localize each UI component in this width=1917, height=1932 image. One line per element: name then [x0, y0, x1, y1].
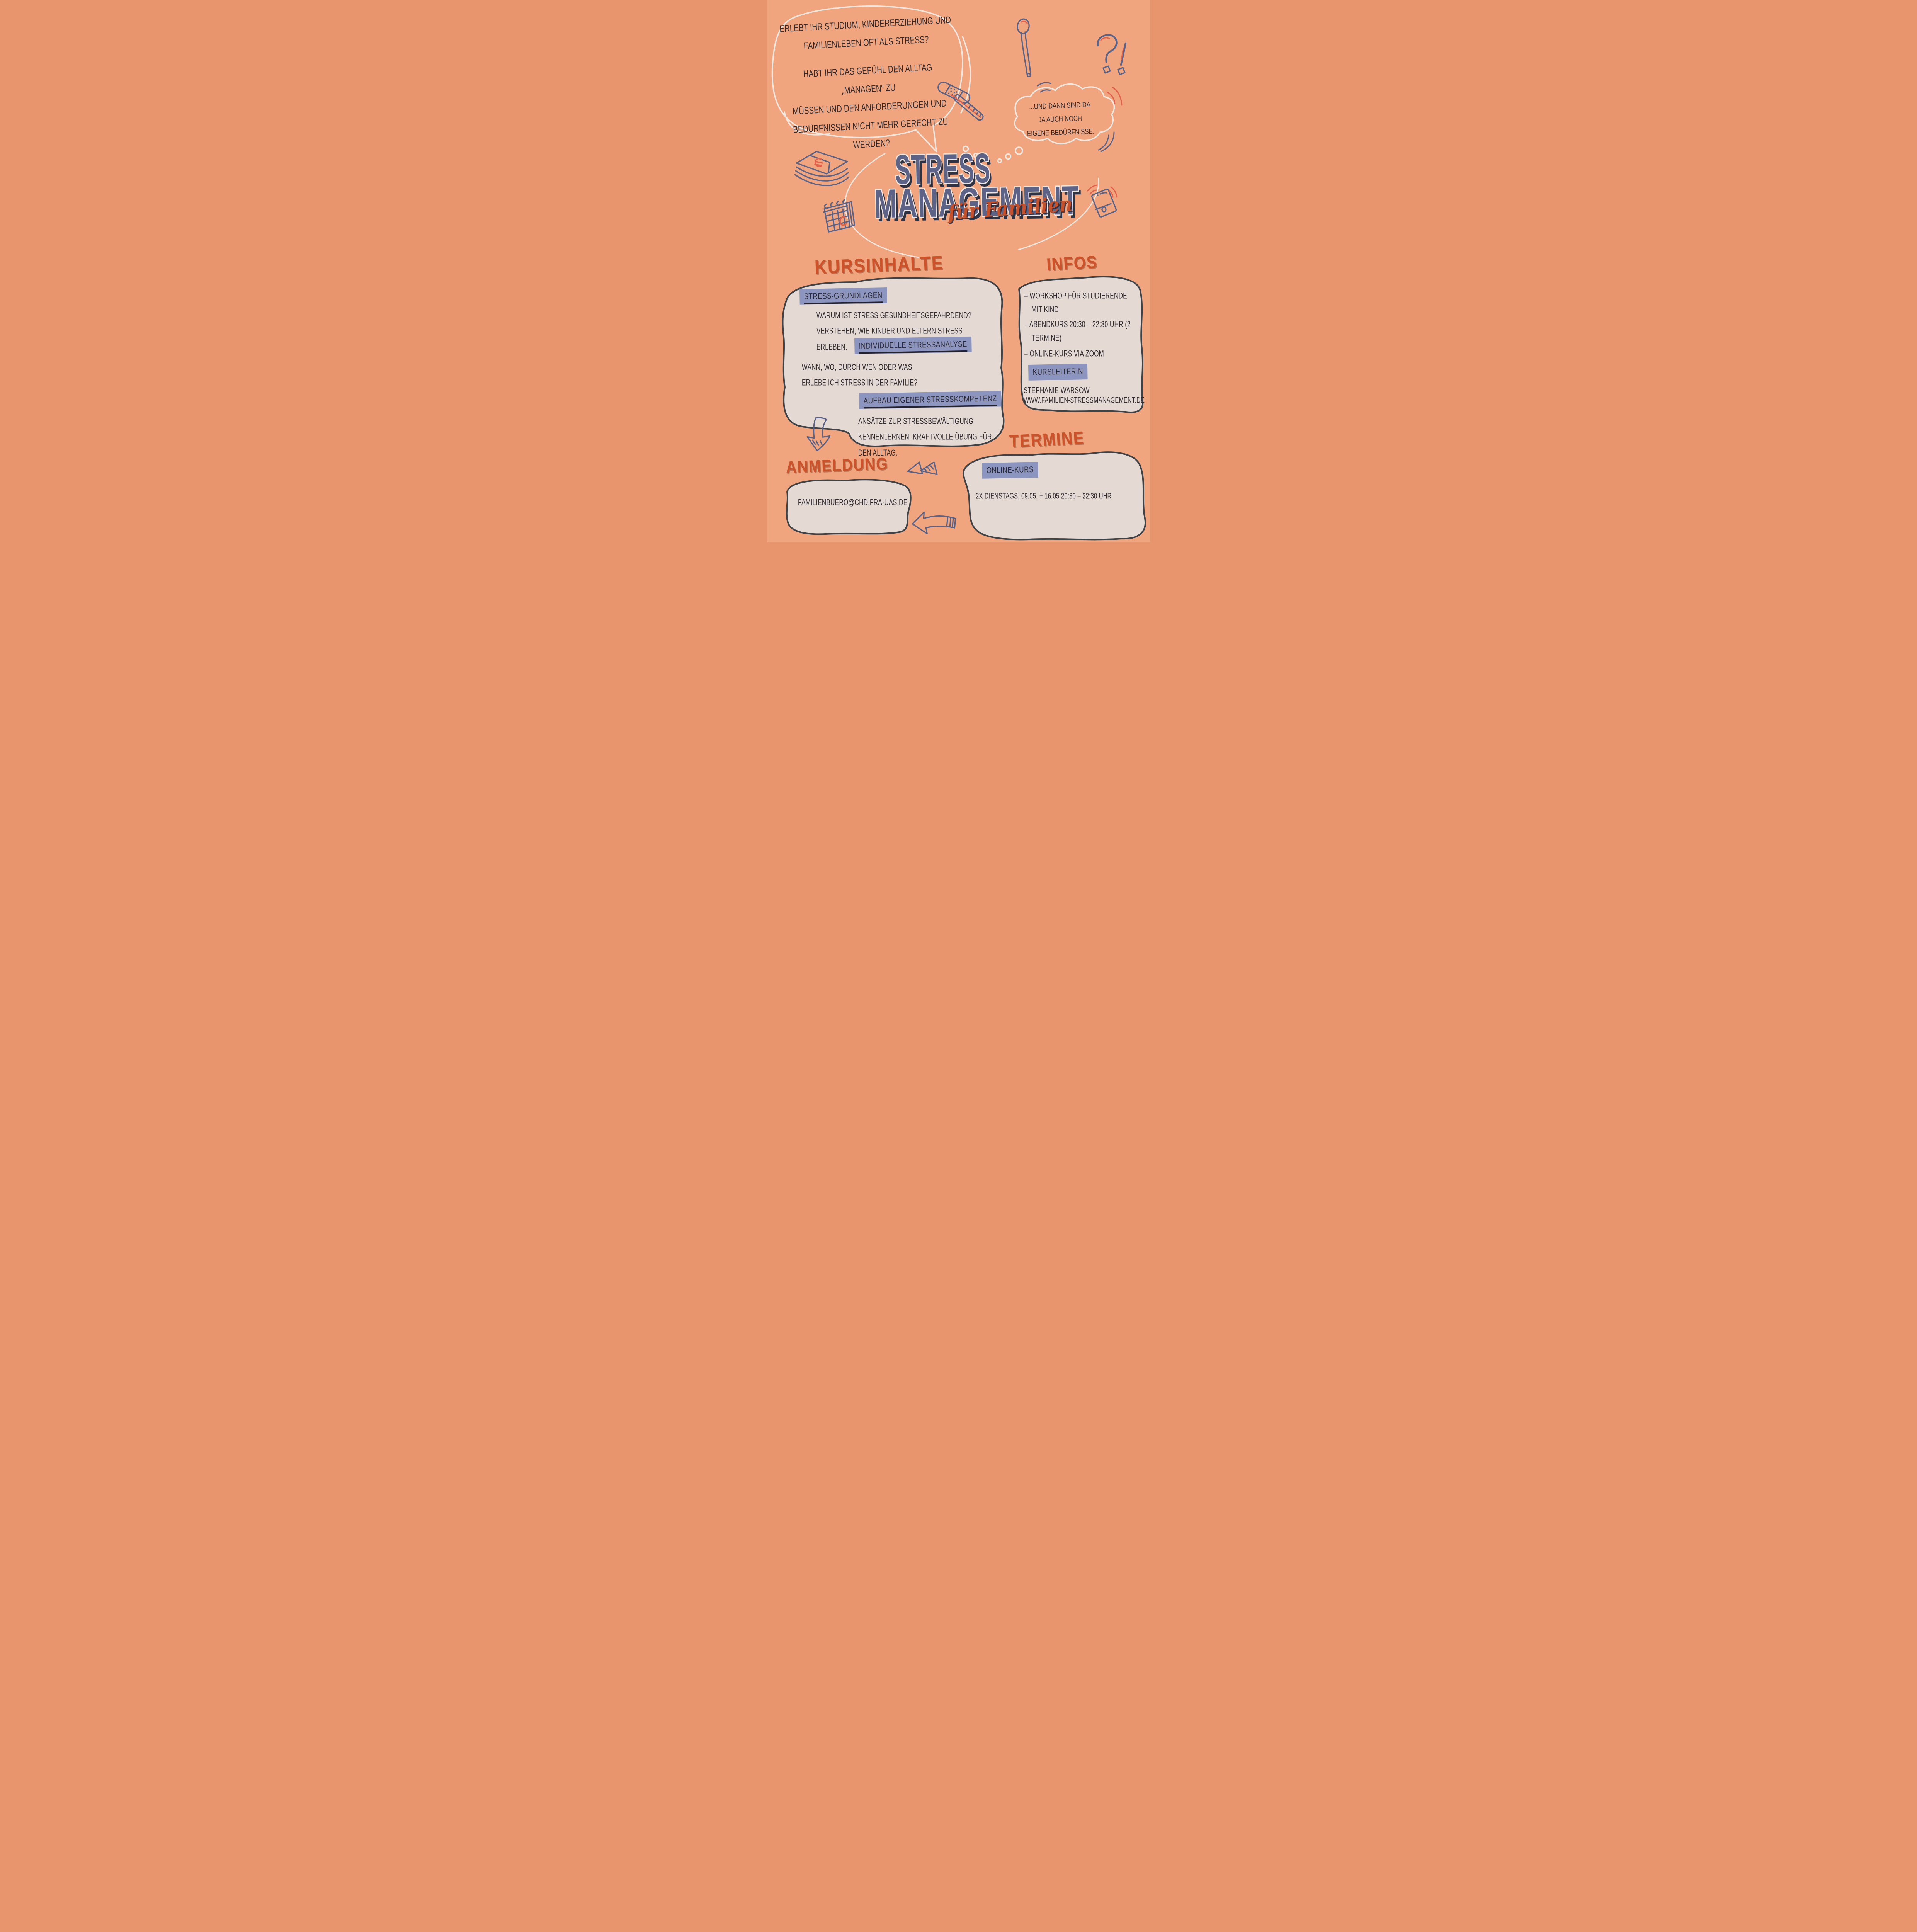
kursleiterin-label-text: KURSLEITERIN: [1032, 366, 1083, 377]
section-heading-anmeldung: ANMELDUNG: [785, 454, 889, 477]
topic-label-text: INDIVIDUELLE STRESSANALYSE: [859, 339, 967, 354]
poster: ERLEBT IHR STUDIUM, KINDERERZIEHUNG UND …: [767, 0, 1150, 542]
topic-label-stress-grundlagen: STRESS-GRUNDLAGEN: [799, 287, 887, 305]
kursleiterin-name: STEPHANIE WARSOW: [1023, 385, 1090, 395]
money-euro-icon: [794, 151, 850, 186]
topic-label-individuelle-stressanalyse: INDIVIDUELLE STRESSANALYSE: [854, 336, 971, 354]
section-heading-termine: TERMINE: [1009, 428, 1085, 452]
topic-label-text: AUFBAU EIGENER STRESSKOMPETENZ: [863, 393, 997, 409]
speech-question-2: HABT IHR DAS GEFÜHL DEN ALLTAG „MANAGEN“…: [781, 57, 958, 158]
anmeldung-panel: [786, 479, 912, 535]
section-heading-kursinhalte: KURSINHALTE: [814, 252, 944, 279]
title-ellipse-sketch: [844, 126, 1099, 260]
website-url: WWW.FAMILIEN-STRESSMANAGEMENT.DE: [1023, 396, 1145, 405]
thought-line: EIGENE BEDÜRFNISSE.: [1027, 128, 1094, 138]
phone-ringing-icon: [1087, 184, 1117, 218]
topic-desc-aufbau-stresskompetenz: ANSÄTZE ZUR STRESSBEWÄLTIGUNG KENNENLERN…: [858, 416, 992, 458]
calendar-icon: [823, 199, 855, 233]
info-item-workshop: – WORKSHOP FÜR STUDIERENDE MIT KIND: [1024, 291, 1127, 315]
anmeldung-email: FAMILIENBUERO@CHD.FRA-UAS.DE: [798, 497, 907, 507]
section-heading-infos: INFOS: [1046, 252, 1098, 275]
online-kurs-label: ONLINE-KURS: [981, 462, 1038, 479]
topic-label-text: STRESS-GRUNDLAGEN: [804, 290, 883, 304]
kursleiterin-label: KURSLEITERIN: [1028, 364, 1088, 381]
topic-desc-stress-grundlagen: WARUM IST STRESS GESUNDHEITSGEFAHRDEND? …: [816, 310, 971, 352]
thought-bubble: ...UND DANN SIND DA JA AUCH NOCH EIGENE …: [1021, 99, 1099, 141]
topic-label-aufbau-stresskompetenz: AUFBAU EIGENER STRESSKOMPETENZ: [859, 391, 1001, 409]
info-item-abendkurs: – ABENDKURS 20:30 – 22:30 UHR (2 TERMINE…: [1024, 320, 1131, 343]
double-chevron-icon: [907, 461, 938, 475]
online-kurs-label-text: ONLINE-KURS: [986, 464, 1034, 475]
arrow-left-icon: [912, 511, 956, 534]
question-exclamation-icon: [1097, 34, 1126, 75]
thought-bubble-shape: [962, 83, 1115, 163]
speech-bubble: ERLEBT IHR STUDIUM, KINDERERZIEHUNG UND …: [779, 11, 958, 158]
topic-desc-individuelle-stressanalyse: WANN, WO, DURCH WEN ODER WAS ERLEBE ICH …: [801, 362, 917, 388]
termine-schedule: 2X DIENSTAGS, 09.05. + 16.05 20:30 – 22:…: [975, 492, 1112, 501]
spoon-icon: [1016, 18, 1031, 77]
thought-line: ...UND DANN SIND DA: [1029, 101, 1090, 111]
info-item-online-kurs: – ONLINE-KURS VIA ZOOM: [1024, 349, 1104, 359]
motion-marks: [1037, 82, 1122, 152]
thermometer-icon: [950, 94, 984, 121]
arrow-down-icon: [806, 417, 830, 451]
